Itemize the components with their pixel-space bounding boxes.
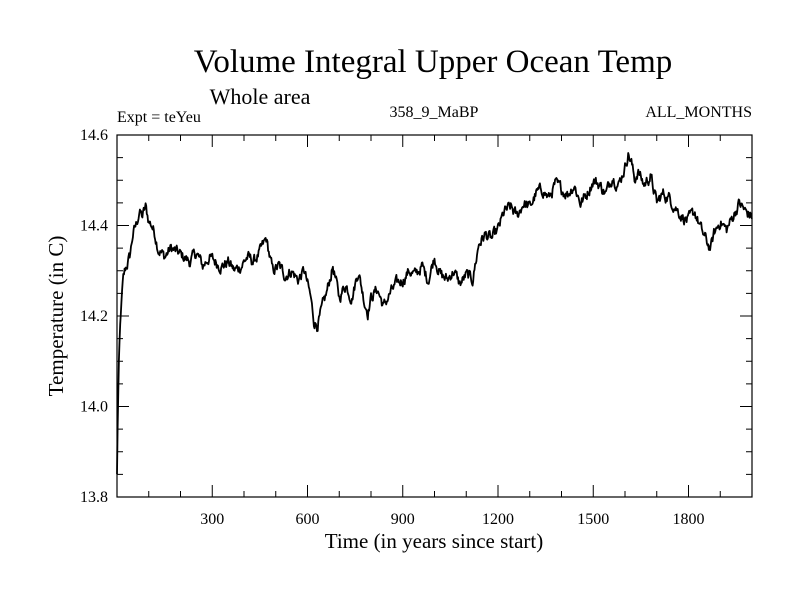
chart-title: Volume Integral Upper Ocean Temp [194,44,672,80]
plot-frame [116,134,753,498]
x-axis-label: Time (in years since start) [325,529,544,553]
x-tick-label: 600 [296,511,320,528]
x-tick-label: 300 [200,511,224,528]
x-tick-label: 1500 [577,511,609,528]
y-axis-label: Temperature (in C) [44,236,68,397]
y-tick-label: 14.4 [80,218,108,235]
y-tick-label: 13.8 [80,489,108,506]
x-tick-labels: 300 600 900 1200 1500 1800 [200,511,704,528]
x-tick-label: 900 [391,511,415,528]
y-tick-labels: 13.8 14.0 14.2 14.4 14.6 [80,127,108,506]
experiment-label: Expt = teYeu [117,109,201,126]
run-label: 358_9_MaBP [390,104,479,121]
chart-subtitle: Whole area [210,84,311,109]
x-tick-label: 1800 [673,511,705,528]
temperature-series-line [116,152,753,475]
axis-ticks [117,134,752,498]
y-tick-label: 14.6 [80,127,108,144]
y-tick-label: 14.0 [80,399,108,416]
y-tick-label: 14.2 [80,308,108,325]
x-tick-label: 1200 [482,511,514,528]
months-label: ALL_MONTHS [645,104,752,121]
